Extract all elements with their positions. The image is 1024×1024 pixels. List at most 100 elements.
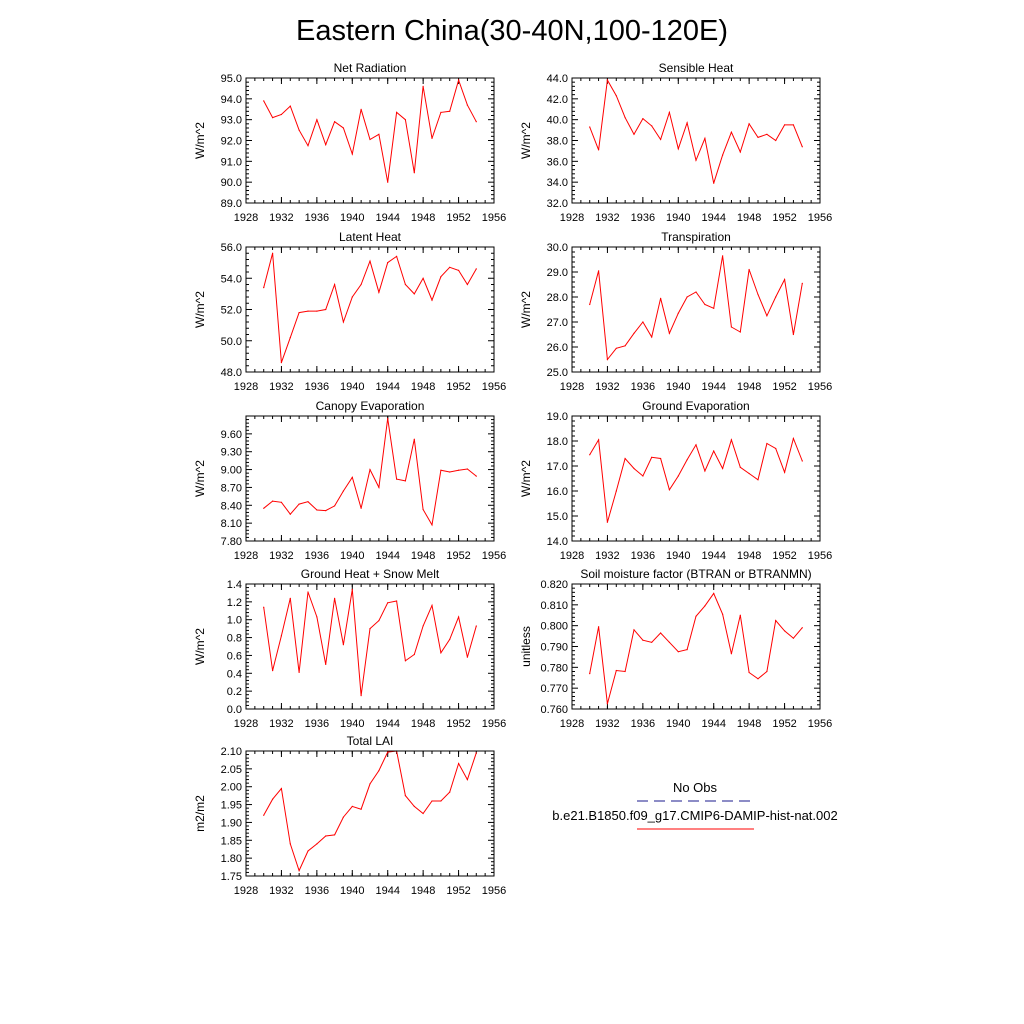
y-tick-label: 2.10 — [221, 746, 242, 758]
x-tick-label: 1932 — [269, 212, 293, 224]
x-tick-label: 1928 — [560, 212, 584, 224]
data-point — [316, 616, 318, 618]
data-point — [351, 296, 353, 298]
data-point — [263, 606, 265, 608]
data-point — [748, 472, 750, 475]
data-point — [784, 471, 786, 473]
data-point — [766, 315, 768, 317]
data-point — [342, 490, 344, 492]
data-point — [695, 159, 697, 161]
y-tick-label: 89.0 — [221, 198, 242, 210]
plot-frame — [571, 246, 821, 373]
data-point — [615, 347, 617, 349]
data-point — [624, 670, 626, 673]
x-tick-label: 1932 — [595, 718, 619, 730]
data-point — [334, 597, 336, 599]
data-point — [792, 437, 795, 440]
data-point — [775, 619, 777, 622]
data-point — [801, 460, 803, 462]
y-tick-label: 8.10 — [221, 518, 242, 530]
data-point — [307, 310, 309, 312]
y-tick-label: 19.0 — [547, 411, 568, 423]
plot-frame — [571, 415, 821, 542]
data-point — [668, 641, 671, 643]
data-point — [466, 283, 468, 286]
data-point — [378, 486, 380, 488]
data-point — [378, 770, 380, 772]
y-tick-label: 0.780 — [540, 662, 568, 674]
data-point — [606, 703, 609, 705]
y-tick-label: 1.95 — [221, 800, 242, 812]
panel-title: Transpiration — [661, 230, 731, 244]
data-point — [351, 153, 353, 155]
data-point — [404, 119, 406, 121]
series-line — [589, 436, 803, 523]
legend: No Obs b.e21.B1850.f09_g17.CMIP6-DAMIP-h… — [552, 780, 838, 830]
data-point — [475, 475, 477, 477]
data-point — [677, 651, 679, 653]
data-point — [449, 471, 451, 473]
data-point — [704, 137, 706, 139]
data-point — [704, 470, 706, 472]
x-tick-label: 1956 — [808, 718, 832, 730]
data-point — [651, 125, 653, 127]
y-axis-label: unitless — [519, 626, 533, 667]
y-tick-label: 0.820 — [540, 579, 568, 591]
x-tick-label: 1944 — [701, 718, 725, 730]
y-tick-label: 2.00 — [221, 782, 242, 794]
data-point — [792, 333, 795, 336]
y-tick-label: 48.0 — [221, 367, 242, 379]
data-point — [325, 510, 327, 512]
data-point — [404, 480, 406, 482]
series-line — [589, 78, 803, 184]
data-point — [660, 297, 662, 299]
x-tick-label: 1952 — [446, 212, 470, 224]
x-tick-label: 1944 — [375, 212, 399, 224]
y-tick-label: 8.70 — [221, 482, 242, 494]
data-point — [263, 100, 265, 102]
y-tick-label: 0.8 — [227, 633, 242, 645]
data-point — [633, 133, 635, 135]
panel-4: Canopy Evaporation W/m^2 1928 1932 1936 1940 1… — [193, 399, 506, 562]
data-point — [748, 671, 750, 674]
data-point — [598, 626, 600, 628]
data-point — [677, 312, 679, 314]
x-tick-label: 1932 — [269, 550, 293, 562]
data-point — [422, 277, 424, 279]
x-tick-label: 1956 — [482, 885, 506, 897]
data-point — [589, 454, 591, 456]
data-point — [713, 307, 715, 309]
x-tick-label: 1956 — [482, 381, 506, 393]
data-point — [730, 653, 733, 655]
x-tick-label: 1928 — [560, 381, 584, 393]
data-point — [369, 260, 371, 262]
y-tick-label: 0.810 — [540, 600, 568, 612]
y-axis-label: W/m^2 — [519, 291, 533, 328]
data-point — [280, 113, 282, 116]
data-point — [651, 456, 653, 458]
data-point — [351, 476, 353, 478]
y-tick-label: 30.0 — [547, 242, 568, 254]
data-point — [289, 337, 291, 339]
y-tick-label: 0.770 — [540, 683, 568, 695]
legend-model-label: b.e21.B1850.f09_g17.CMIP6-DAMIP-hist-nat… — [552, 808, 837, 823]
panel-title: Sensible Heat — [659, 61, 734, 75]
data-point — [369, 628, 371, 630]
data-point — [668, 111, 671, 113]
x-tick-label: 1948 — [411, 885, 435, 897]
data-point — [316, 509, 318, 511]
series-line — [263, 418, 477, 527]
panel-5: Ground Evaporation W/m^2 1928 1932 1936 1940 1… — [519, 399, 832, 562]
panel-1: Sensible Heat W/m^2 1928 1932 1936 1940 1944 19… — [519, 61, 832, 224]
series-line — [263, 78, 477, 183]
data-point — [263, 814, 265, 816]
data-point — [598, 149, 600, 151]
x-tick-label: 1956 — [808, 550, 832, 562]
y-tick-label: 1.75 — [221, 871, 242, 883]
x-tick-label: 1940 — [340, 550, 364, 562]
panel-title: Canopy Evaporation — [316, 399, 425, 413]
data-point — [280, 362, 282, 364]
data-point — [334, 834, 336, 836]
x-tick-label: 1940 — [340, 212, 364, 224]
